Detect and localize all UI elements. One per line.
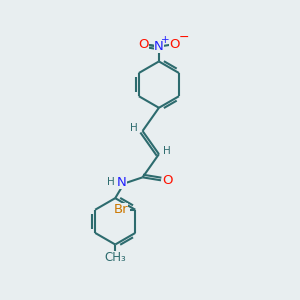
Text: H: H <box>106 176 114 187</box>
Text: H: H <box>130 123 138 133</box>
Text: H: H <box>164 146 171 156</box>
Text: −: − <box>178 31 189 44</box>
Text: CH₃: CH₃ <box>104 250 126 263</box>
Text: N: N <box>117 176 127 189</box>
Text: +: + <box>161 35 170 45</box>
Text: Br: Br <box>114 203 128 216</box>
Text: O: O <box>169 38 180 51</box>
Text: N: N <box>154 40 164 53</box>
Text: O: O <box>162 174 173 187</box>
Text: O: O <box>138 38 149 51</box>
